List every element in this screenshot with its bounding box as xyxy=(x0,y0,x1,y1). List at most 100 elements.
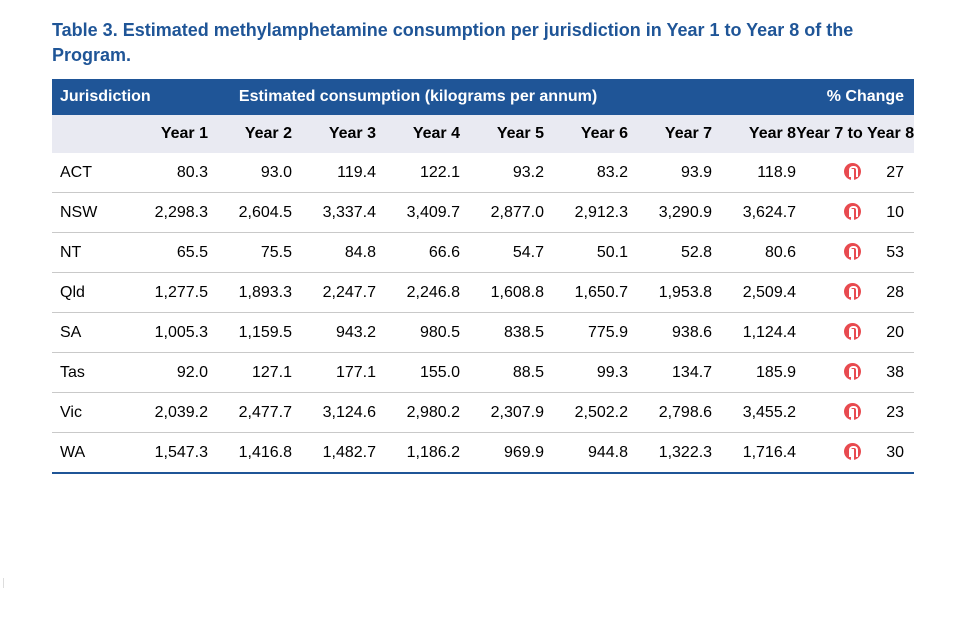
subheader-year-5: Year 5 xyxy=(460,115,544,153)
change-cell: 23 xyxy=(796,392,915,433)
value-cell-year-3: 177.1 xyxy=(292,352,376,393)
value-cell-year-1: 80.3 xyxy=(124,153,208,193)
subheader-year-2: Year 2 xyxy=(208,115,292,153)
value-cell-year-4: 3,409.7 xyxy=(376,192,460,233)
table-row: ACT 80.3 93.0 119.4 122.1 93.2 83.2 93.9 118.9 27 xyxy=(52,153,915,193)
value-cell-year-5: 93.2 xyxy=(460,153,544,193)
value-cell-year-8: 1,124.4 xyxy=(712,312,797,353)
value-cell-year-7: 938.6 xyxy=(628,312,713,353)
increase-arrow-icon xyxy=(844,202,862,220)
increase-arrow-icon xyxy=(844,162,862,180)
value-cell-year-5: 88.5 xyxy=(460,352,544,393)
header-row: Jurisdiction Estimated consumption (kilo… xyxy=(52,79,915,115)
change-cell: 10 xyxy=(796,192,915,233)
percent-change-value: 38 xyxy=(886,364,905,382)
increase-arrow-icon xyxy=(844,362,862,380)
percent-change-value: 30 xyxy=(886,444,905,462)
jurisdiction-cell: Qld xyxy=(52,272,124,313)
subheader-blank xyxy=(52,115,124,153)
percent-change-value: 10 xyxy=(886,204,905,222)
value-cell-year-3: 3,124.6 xyxy=(292,392,376,433)
value-cell-year-1: 92.0 xyxy=(124,352,208,393)
jurisdiction-cell: ACT xyxy=(52,153,124,193)
jurisdiction-cell: NT xyxy=(52,232,124,273)
table-row: Tas 92.0 127.1 177.1 155.0 88.5 99.3 134.7 185.9… xyxy=(52,352,915,393)
table-row: SA 1,005.3 1,159.5 943.2 980.5 838.5 775.9 938.… xyxy=(52,312,915,353)
table-row: NT 65.5 75.5 84.8 66.6 54.7 50.1 52.8 80.6 53 xyxy=(52,232,915,273)
increase-arrow-icon xyxy=(844,442,862,460)
jurisdiction-cell: Vic xyxy=(52,392,124,433)
jurisdiction-cell: Tas xyxy=(52,352,124,393)
value-cell-year-7: 52.8 xyxy=(628,232,713,273)
increase-arrow-icon xyxy=(844,322,862,340)
value-cell-year-1: 2,039.2 xyxy=(124,392,208,433)
value-cell-year-8: 185.9 xyxy=(712,352,797,393)
value-cell-year-1: 1,547.3 xyxy=(124,432,208,474)
jurisdiction-cell: WA xyxy=(52,432,124,474)
value-cell-year-8: 1,716.4 xyxy=(712,432,797,474)
table-row: WA 1,547.3 1,416.8 1,482.7 1,186.2 969.9 944.8… xyxy=(52,432,915,474)
value-cell-year-4: 980.5 xyxy=(376,312,460,353)
percent-change-value: 20 xyxy=(886,324,905,342)
subheader-year-6: Year 6 xyxy=(544,115,628,153)
page-edge-mark xyxy=(0,578,4,588)
value-cell-year-7: 1,953.8 xyxy=(628,272,713,313)
value-cell-year-4: 2,246.8 xyxy=(376,272,460,313)
value-cell-year-7: 134.7 xyxy=(628,352,713,393)
value-cell-year-3: 1,482.7 xyxy=(292,432,376,474)
value-cell-year-5: 838.5 xyxy=(460,312,544,353)
value-cell-year-5: 2,307.9 xyxy=(460,392,544,433)
value-cell-year-2: 93.0 xyxy=(208,153,292,193)
value-cell-year-2: 127.1 xyxy=(208,352,292,393)
value-cell-year-6: 2,502.2 xyxy=(544,392,628,433)
change-cell: 28 xyxy=(796,272,915,313)
percent-change-value: 23 xyxy=(886,404,905,422)
header-jurisdiction: Jurisdiction xyxy=(52,79,151,115)
subheader-row: Year 1 Year 2 Year 3 Year 4 Year 5 Year … xyxy=(52,115,914,153)
change-cell: 20 xyxy=(796,312,915,353)
percent-change-value: 53 xyxy=(886,244,905,262)
value-cell-year-8: 118.9 xyxy=(712,153,797,193)
increase-arrow-icon xyxy=(844,242,862,260)
value-cell-year-1: 2,298.3 xyxy=(124,192,208,233)
value-cell-year-7: 93.9 xyxy=(628,153,713,193)
table-row: Vic 2,039.2 2,477.7 3,124.6 2,980.2 2,307.9 2,… xyxy=(52,392,915,433)
jurisdiction-cell: NSW xyxy=(52,192,124,233)
percent-change-value: 28 xyxy=(886,284,905,302)
header-estimated-consumption: Estimated consumption (kilograms per ann… xyxy=(124,79,713,115)
change-cell: 53 xyxy=(796,232,915,273)
subheader-year-8: Year 8 xyxy=(712,115,797,153)
value-cell-year-4: 66.6 xyxy=(376,232,460,273)
value-cell-year-1: 1,277.5 xyxy=(124,272,208,313)
value-cell-year-8: 3,624.7 xyxy=(712,192,797,233)
subheader-year-4: Year 4 xyxy=(376,115,460,153)
value-cell-year-4: 2,980.2 xyxy=(376,392,460,433)
value-cell-year-6: 2,912.3 xyxy=(544,192,628,233)
subheader-year-1: Year 1 xyxy=(124,115,208,153)
value-cell-year-4: 122.1 xyxy=(376,153,460,193)
value-cell-year-5: 54.7 xyxy=(460,232,544,273)
value-cell-year-8: 3,455.2 xyxy=(712,392,797,433)
value-cell-year-2: 2,604.5 xyxy=(208,192,292,233)
value-cell-year-5: 2,877.0 xyxy=(460,192,544,233)
value-cell-year-3: 84.8 xyxy=(292,232,376,273)
value-cell-year-6: 83.2 xyxy=(544,153,628,193)
value-cell-year-7: 2,798.6 xyxy=(628,392,713,433)
value-cell-year-5: 969.9 xyxy=(460,432,544,474)
change-cell: 27 xyxy=(796,153,915,193)
change-cell: 38 xyxy=(796,352,915,393)
value-cell-year-2: 2,477.7 xyxy=(208,392,292,433)
subheader-change-period: Year 7 to Year 8 xyxy=(796,115,914,153)
value-cell-year-6: 944.8 xyxy=(544,432,628,474)
value-cell-year-7: 1,322.3 xyxy=(628,432,713,474)
value-cell-year-3: 2,247.7 xyxy=(292,272,376,313)
value-cell-year-6: 775.9 xyxy=(544,312,628,353)
value-cell-year-6: 99.3 xyxy=(544,352,628,393)
jurisdiction-cell: SA xyxy=(52,312,124,353)
value-cell-year-2: 1,416.8 xyxy=(208,432,292,474)
value-cell-year-7: 3,290.9 xyxy=(628,192,713,233)
value-cell-year-6: 50.1 xyxy=(544,232,628,273)
value-cell-year-4: 155.0 xyxy=(376,352,460,393)
value-cell-year-2: 1,893.3 xyxy=(208,272,292,313)
table-row: NSW 2,298.3 2,604.5 3,337.4 3,409.7 2,877.0 2,… xyxy=(52,192,915,233)
